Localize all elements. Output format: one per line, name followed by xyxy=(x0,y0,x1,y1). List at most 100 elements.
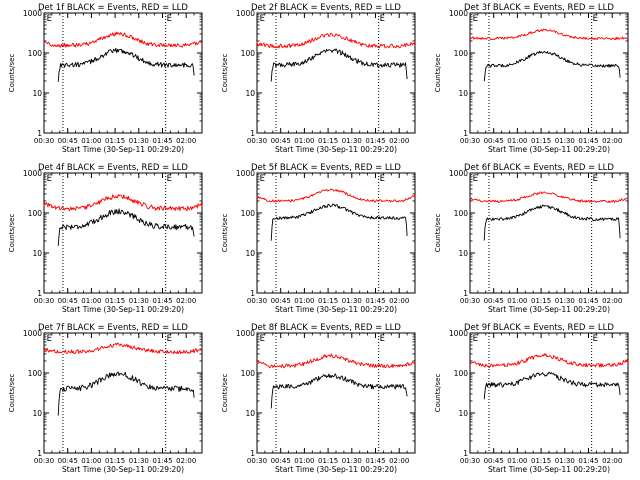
y-axis-label: Counts/sec xyxy=(221,214,229,253)
y-axis-label: Counts/sec xyxy=(8,374,16,413)
x-tick-label: 01:00 xyxy=(81,457,101,465)
y-tick-label: 100 xyxy=(241,369,256,378)
e-flag-label: E xyxy=(473,14,478,24)
x-tick-label: 00:30 xyxy=(247,137,267,145)
y-axis-label: Counts/sec xyxy=(8,54,16,93)
plot-frame xyxy=(43,172,203,294)
e-flag-label: E xyxy=(380,334,385,344)
x-tick-label: 01:45 xyxy=(152,297,172,305)
x-tick-label: 01:45 xyxy=(152,137,172,145)
x-tick-label: 00:45 xyxy=(484,457,504,465)
x-tick-label: 01:45 xyxy=(365,137,385,145)
x-tick-label: 01:00 xyxy=(507,137,527,145)
x-tick-label: 00:45 xyxy=(271,297,291,305)
x-tick-label: 01:30 xyxy=(555,457,575,465)
detector-panel: Det 8f BLACK = Events, RED = LLD 1 10 100 10… xyxy=(221,323,416,474)
y-tick-label: 1000 xyxy=(236,169,255,178)
plot-frame xyxy=(469,172,629,294)
x-tick-label: 01:00 xyxy=(294,457,314,465)
x-tick-label: 01:30 xyxy=(555,297,575,305)
y-axis-label: Counts/sec xyxy=(434,374,442,413)
x-tick-label: 02:00 xyxy=(389,457,409,465)
y-tick-label: 10 xyxy=(32,409,42,418)
x-tick-label: 01:45 xyxy=(365,297,385,305)
x-tick-label: 01:00 xyxy=(507,457,527,465)
x-axis-label: Start Time (30-Sep-11 00:29:20) xyxy=(62,465,184,474)
x-tick-label: 01:15 xyxy=(531,137,551,145)
x-axis-label: Start Time (30-Sep-11 00:29:20) xyxy=(275,145,397,154)
detector-panel: Det 6f BLACK = Events, RED = LLD 1 10 100 10… xyxy=(434,163,629,314)
y-tick-label: 100 xyxy=(454,209,469,218)
chart-title: Det 6f BLACK = Events, RED = LLD xyxy=(464,163,614,173)
y-axis-label: Counts/sec xyxy=(8,214,16,253)
y-tick-label: 1 xyxy=(250,129,255,138)
e-flag-label: E xyxy=(167,14,172,24)
e-flag-label: E xyxy=(380,14,385,24)
y-tick-label: 1000 xyxy=(236,329,255,338)
e-flag-label: E xyxy=(473,174,478,184)
x-tick-label: 02:00 xyxy=(389,137,409,145)
events-series-line xyxy=(483,371,621,400)
y-tick-label: 1000 xyxy=(23,169,42,178)
events-series-line xyxy=(57,371,195,416)
y-tick-label: 10 xyxy=(245,249,255,258)
e-flag-label: E xyxy=(593,14,598,24)
lld-series-line xyxy=(256,32,416,49)
chart-title: Det 7f BLACK = Events, RED = LLD xyxy=(38,323,188,333)
x-tick-label: 02:00 xyxy=(602,457,622,465)
e-flag-label: E xyxy=(167,334,172,344)
y-tick-label: 1 xyxy=(250,289,255,298)
y-tick-label: 1000 xyxy=(449,9,468,18)
lld-series-line xyxy=(469,28,629,41)
x-tick-label: 01:00 xyxy=(294,137,314,145)
x-axis-label: Start Time (30-Sep-11 00:29:20) xyxy=(488,465,610,474)
events-series-line xyxy=(57,208,195,246)
x-tick-label: 01:45 xyxy=(365,457,385,465)
lld-series-line xyxy=(469,353,629,368)
x-tick-label: 01:15 xyxy=(531,457,551,465)
x-tick-label: 01:15 xyxy=(105,137,125,145)
x-axis-label: Start Time (30-Sep-11 00:29:20) xyxy=(275,465,397,474)
x-tick-label: 02:00 xyxy=(389,297,409,305)
chart-title: Det 3f BLACK = Events, RED = LLD xyxy=(464,3,614,13)
x-tick-label: 00:45 xyxy=(484,137,504,145)
events-series-line xyxy=(483,50,621,82)
x-tick-label: 00:30 xyxy=(460,137,480,145)
x-tick-label: 00:45 xyxy=(58,137,78,145)
y-tick-label: 10 xyxy=(458,249,468,258)
e-flag-label: E xyxy=(47,14,52,24)
x-tick-label: 00:45 xyxy=(484,297,504,305)
x-tick-label: 00:30 xyxy=(34,137,54,145)
x-tick-label: 02:00 xyxy=(602,137,622,145)
y-tick-label: 1000 xyxy=(23,9,42,18)
y-tick-label: 100 xyxy=(454,49,469,58)
y-tick-label: 100 xyxy=(28,209,43,218)
detector-panel: Det 4f BLACK = Events, RED = LLD 1 10 100 10… xyxy=(8,163,203,314)
events-series-line xyxy=(270,48,408,82)
events-series-line xyxy=(483,204,621,241)
x-tick-label: 01:30 xyxy=(129,137,149,145)
x-tick-label: 02:00 xyxy=(602,297,622,305)
e-flag-label: E xyxy=(380,174,385,184)
chart-title: Det 4f BLACK = Events, RED = LLD xyxy=(38,163,188,173)
e-flag-label: E xyxy=(593,174,598,184)
y-tick-label: 1000 xyxy=(449,329,468,338)
x-tick-label: 01:45 xyxy=(578,137,598,145)
x-tick-label: 01:30 xyxy=(555,137,575,145)
x-tick-label: 01:30 xyxy=(342,457,362,465)
plot-frame xyxy=(43,332,203,454)
y-tick-label: 100 xyxy=(454,369,469,378)
y-axis-label: Counts/sec xyxy=(434,214,442,253)
detector-panel: Det 9f BLACK = Events, RED = LLD 1 10 100 10… xyxy=(434,323,629,474)
detector-panel: Det 1f BLACK = Events, RED = LLD 1 10 100 10… xyxy=(8,3,203,154)
x-tick-label: 00:30 xyxy=(247,297,267,305)
y-tick-label: 100 xyxy=(241,209,256,218)
x-tick-label: 00:30 xyxy=(460,297,480,305)
y-tick-label: 1 xyxy=(37,129,42,138)
e-flag-label: E xyxy=(47,334,52,344)
y-tick-label: 1 xyxy=(463,449,468,458)
x-tick-label: 01:45 xyxy=(578,457,598,465)
y-tick-label: 10 xyxy=(458,89,468,98)
y-tick-label: 100 xyxy=(241,49,256,58)
x-tick-label: 00:45 xyxy=(271,137,291,145)
